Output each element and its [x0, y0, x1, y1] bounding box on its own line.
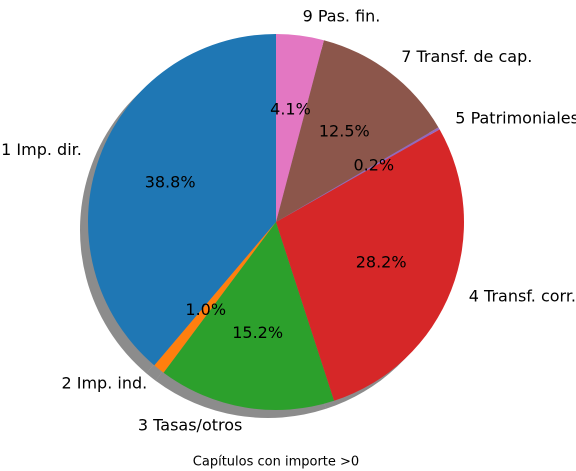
slice-value-label: 1.0% — [185, 300, 226, 319]
slice-value-label: 15.2% — [232, 323, 283, 342]
slice-value-label: 38.8% — [145, 173, 196, 192]
slice — [88, 34, 277, 366]
slices — [88, 34, 464, 410]
slice-value-label: 28.2% — [356, 252, 407, 271]
slice — [276, 40, 439, 222]
slice-label: 1 Imp. dir. — [1, 140, 82, 159]
slice — [154, 222, 276, 373]
x-axis-label: Capítulos con importe >0 — [193, 455, 359, 470]
slice-label: 2 Imp. ind. — [61, 373, 147, 392]
slice-label: 5 Patrimoniales — [455, 108, 576, 127]
slice-label: 7 Transf. de cap. — [401, 47, 532, 66]
slice-label: 4 Transf. corr. — [469, 286, 576, 305]
slice-value-label: 12.5% — [319, 122, 370, 141]
slice-value-label: 0.2% — [353, 155, 394, 174]
slice-value-label: 4.1% — [270, 100, 311, 119]
slice — [163, 222, 335, 410]
slice — [276, 129, 464, 401]
slice-label: 3 Tasas/otros — [138, 416, 242, 435]
slice — [276, 127, 440, 222]
slice-label: 9 Pas. fin. — [303, 6, 381, 25]
slice — [276, 34, 324, 222]
